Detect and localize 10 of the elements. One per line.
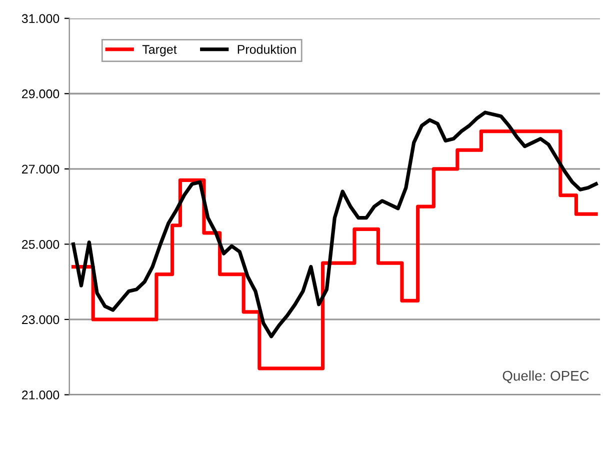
legend-label: Produktion xyxy=(238,44,296,54)
annotation: Quelle: OPEC xyxy=(502,370,589,384)
y-tick-label: 21.000 xyxy=(22,390,60,400)
y-tick-label: 23.000 xyxy=(22,315,60,324)
y-tick-label: 27.000 xyxy=(22,164,60,174)
y-tick-label: 31.000 xyxy=(22,14,60,24)
y-tick-label: 25.000 xyxy=(22,240,60,249)
line-series xyxy=(72,110,598,338)
legend-label: Target xyxy=(142,45,177,56)
y-tick-label: 29.000 xyxy=(22,89,60,98)
